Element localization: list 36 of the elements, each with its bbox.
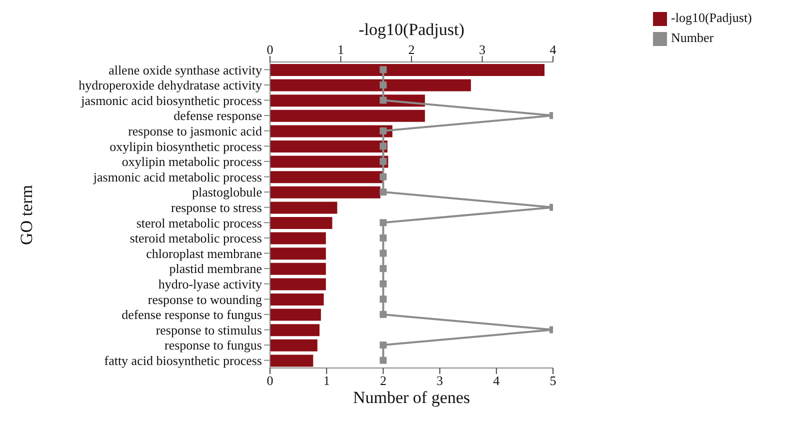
y-tick-label: plastid membrane <box>169 261 262 276</box>
y-tick-label: hydro-lyase activity <box>158 276 262 292</box>
y-tick-label: chloroplast membrane <box>146 246 262 261</box>
x-tick-label: 1 <box>323 373 330 388</box>
x2-tick-label: 3 <box>479 42 486 57</box>
x-axis-title: Number of genes <box>352 388 470 407</box>
y-tick-label: steroid metabolic process <box>130 230 262 246</box>
y-tick-label: response to jasmonic acid <box>128 123 262 138</box>
y-tick-label: sterol metabolic process <box>136 215 262 230</box>
x2-tick-label: 0 <box>266 42 274 57</box>
y-tick-label: jasmonic acid biosynthetic process <box>80 92 262 108</box>
legend-label: Number <box>671 30 714 45</box>
y-tick-label: hydroperoxide dehydratase activity <box>78 78 262 93</box>
x2-tick-label: 2 <box>408 42 415 57</box>
y-tick-label: response to stimulus <box>156 322 262 338</box>
y-tick-label: defense response to fungus <box>122 307 262 322</box>
y-tick-label: response to stress <box>171 200 262 215</box>
y-tick-label: response to wounding <box>148 292 262 307</box>
y-tick-label: plastoglobule <box>192 184 262 200</box>
x-tick-label: 0 <box>266 373 274 388</box>
x2-axis-title: -log10(Padjust) <box>358 20 464 40</box>
y-tick-label: defense response <box>174 108 262 124</box>
legend-label: -log10(Padjust) <box>671 10 752 25</box>
y-tick-label: jasmonic acid metabolic process <box>92 169 262 184</box>
x2-tick-label: 4 <box>550 42 557 57</box>
x-tick-label: 3 <box>436 373 444 388</box>
y-tick-label: oxylipin biosynthetic process <box>110 138 262 154</box>
x2-tick-label: 1 <box>338 42 344 57</box>
y-axis-title: GO term <box>17 185 36 245</box>
y-tick-label: fatty acid biosynthetic process <box>104 352 262 368</box>
x-tick-label: 5 <box>550 373 556 388</box>
y-tick-label: response to fungus <box>164 338 262 353</box>
y-tick-label: allene oxide synthase activity <box>108 62 262 78</box>
x-tick-label: 4 <box>493 373 500 388</box>
y-tick-label: oxylipin metabolic process <box>122 154 262 170</box>
x-tick-label: 2 <box>380 373 386 388</box>
